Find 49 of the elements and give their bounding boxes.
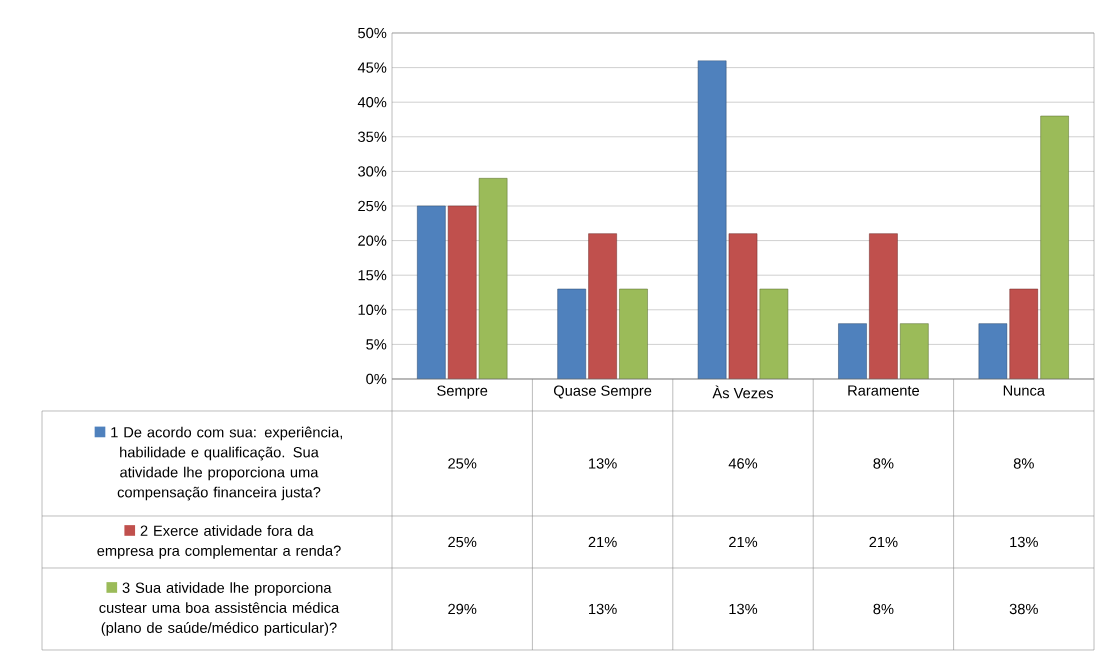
data-label: 13% — [729, 603, 758, 615]
y-tick-label: 5% — [366, 339, 387, 350]
bar — [838, 323, 867, 379]
bar — [557, 288, 587, 379]
y-tick-label: 35% — [358, 131, 387, 142]
data-label: 25% — [448, 536, 477, 548]
data-label: 8% — [873, 603, 894, 615]
data-label: 13% — [1010, 536, 1038, 548]
bar — [478, 178, 508, 379]
bar — [1009, 288, 1039, 379]
data-label: 21% — [729, 536, 758, 548]
y-tick-label: 45% — [357, 62, 387, 73]
bar — [978, 323, 1008, 379]
y-tick-label: 25% — [358, 200, 387, 212]
data-label: 21% — [869, 536, 898, 548]
bar — [417, 205, 446, 379]
bar — [728, 233, 758, 379]
bar — [1040, 115, 1070, 379]
bar — [447, 205, 477, 379]
y-tick-label: 15% — [358, 270, 387, 281]
x-tick-label: Quase Sempre — [553, 385, 652, 399]
data-label: 29% — [448, 603, 477, 615]
y-tick-label: 10% — [358, 304, 387, 315]
bar — [759, 288, 789, 379]
data-label: 21% — [588, 536, 617, 548]
data-label: 13% — [589, 458, 617, 469]
x-tick-label: Sempre — [437, 385, 488, 399]
y-tick-label: 50% — [358, 27, 387, 39]
data-label: 8% — [873, 458, 894, 469]
bar — [697, 60, 727, 379]
data-label: 38% — [1009, 603, 1038, 615]
y-tick-label: 0% — [366, 373, 387, 385]
legend-label: 1 De acordo com sua: experiência, habilidade e qualificação. Sua atividade lhe proporciona uma compensação financeira justa? — [111, 426, 342, 501]
bar — [588, 233, 617, 379]
x-tick-label: Nunca — [1003, 385, 1045, 396]
legend-label: 3 Sua atividade lhe proporciona custear uma boa assistência médica (plano de saúde/médico particular)? — [99, 582, 340, 636]
data-label: 46% — [728, 458, 758, 469]
y-tick-label: 30% — [358, 166, 387, 177]
x-tick-label: Raramente — [848, 385, 920, 396]
y-tick-label: 20% — [358, 235, 387, 246]
bar — [899, 323, 929, 379]
y-tick-label: 40% — [357, 97, 387, 108]
bar — [619, 288, 648, 379]
data-label: 13% — [589, 603, 617, 615]
data-label: 8% — [1013, 458, 1034, 469]
legend-label: 2 Exerce atividade fora da empresa pra complementar a renda? — [97, 525, 341, 559]
x-tick-label: Às Vezes — [712, 385, 774, 399]
bar — [869, 233, 898, 379]
data-label: 25% — [448, 458, 477, 469]
